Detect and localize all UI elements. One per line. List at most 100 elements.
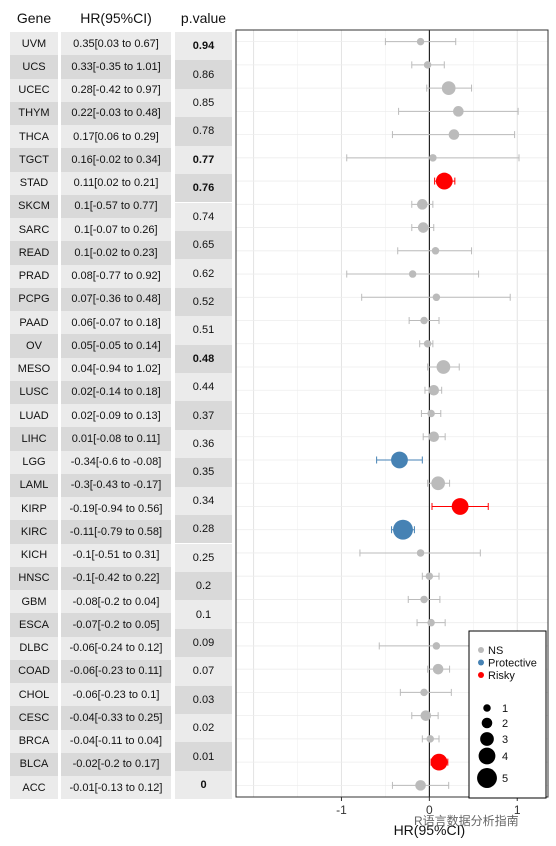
pvalue-cell: 0.86 (175, 60, 232, 89)
gene-cell: SARC (10, 218, 58, 242)
legend-color-label: NS (488, 645, 503, 657)
hr-cell: 0.02[-0.09 to 0.13] (61, 404, 171, 428)
gene-cell: OV (10, 334, 58, 358)
legend-color-label: Risky (488, 670, 515, 682)
x-axis-label: HR(95%CI) (394, 822, 466, 838)
data-point (417, 222, 429, 233)
gene-cell: UVM (10, 32, 58, 56)
pvalue-cell: 0.74 (175, 202, 232, 231)
pvalue-cell: 0.62 (175, 259, 232, 288)
gene-column: UVM UCS UCEC THYM THCA TGCT STAD SKCM SARC READ PR… (10, 32, 58, 800)
hr-cell: -0.08[-0.2 to 0.04] (61, 590, 171, 614)
gene-cell: UCEC (10, 78, 58, 102)
pvalue-cell: 0.37 (175, 401, 232, 430)
data-point (420, 595, 428, 604)
data-point (420, 688, 428, 697)
hr-cell: 0.02[-0.14 to 0.18] (61, 380, 171, 404)
data-point (432, 642, 441, 650)
hr-cell: -0.06[-0.23 to 0.1] (61, 683, 171, 707)
hr-cell: 0.22[-0.03 to 0.48] (61, 101, 171, 125)
hr-cell: -0.07[-0.2 to 0.05] (61, 613, 171, 637)
gene-cell: PCPG (10, 287, 58, 311)
gene-cell: KIRP (10, 497, 58, 521)
pvalue-cell: 0.25 (175, 543, 232, 572)
data-point (425, 572, 434, 580)
pvalue-cell: 0.02 (175, 714, 232, 743)
gene-cell: TGCT (10, 148, 58, 172)
gene-cell: LUSC (10, 380, 58, 404)
data-point (427, 409, 435, 418)
hr-cell: -0.34[-0.6 to -0.08] (61, 450, 171, 474)
hr-cell: -0.01[-0.13 to 0.12] (61, 776, 171, 800)
hr-cell: -0.11[-0.79 to 0.58] (61, 520, 171, 544)
gene-cell: PRAD (10, 264, 58, 288)
data-point (408, 270, 417, 278)
hr-cell: 0.08[-0.77 to 0.92] (61, 264, 171, 288)
pvalue-cell: 0.51 (175, 316, 232, 345)
legend-size-label: 5 (502, 773, 508, 785)
legend-size-key (478, 747, 496, 765)
data-point (415, 780, 426, 791)
hr-cell: 0.33[-0.35 to 1.01] (61, 55, 171, 79)
legend-color-key (478, 647, 484, 653)
watermark: R语言数据分析指南 (414, 814, 519, 828)
data-point (416, 549, 425, 557)
data-point (432, 663, 444, 675)
hr-cell: -0.3[-0.43 to -0.17] (61, 473, 171, 497)
x-tick-label: 0 (426, 803, 433, 817)
hr-cell: 0.07[-0.36 to 0.48] (61, 287, 171, 311)
gene-cell: HNSC (10, 566, 58, 590)
hr-cell: 0.16[-0.02 to 0.34] (61, 148, 171, 172)
legend-size-key (477, 768, 497, 788)
data-point (423, 61, 432, 69)
hr-cell: -0.19[-0.94 to 0.56] (61, 497, 171, 521)
pvalue-cell: 0.1 (175, 600, 232, 629)
pvalue-cell: 0.36 (175, 429, 232, 459)
data-point (420, 710, 432, 721)
data-point (428, 384, 440, 396)
data-point (430, 753, 448, 771)
data-point (453, 106, 464, 117)
legend-size-label: 2 (502, 718, 508, 730)
pvalue-cell: 0.52 (175, 287, 232, 317)
hr-cell: 0.04[-0.94 to 1.02] (61, 357, 171, 381)
gene-cell: LAML (10, 473, 58, 497)
data-point (431, 247, 440, 255)
hr-cell: 0.1[-0.07 to 0.26] (61, 218, 171, 242)
data-point (420, 316, 428, 325)
data-point (432, 293, 441, 302)
pvalue-cell: 0.65 (175, 230, 232, 260)
data-point (441, 81, 456, 95)
hr-column: 0.35[0.03 to 0.67] 0.33[-0.35 to 1.01] 0.2… (61, 32, 171, 800)
hr-cell: -0.1[-0.51 to 0.31] (61, 543, 171, 567)
pvalue-cell: 0 (175, 770, 232, 800)
gene-cell: BLCA (10, 752, 58, 776)
data-point (416, 37, 425, 46)
hr-cell: 0.35[0.03 to 0.67] (61, 32, 171, 56)
pvalue-cell: 0.34 (175, 486, 232, 516)
gene-cell: BRCA (10, 729, 58, 753)
data-point (429, 154, 437, 162)
gene-cell: GBM (10, 590, 58, 614)
gene-header: Gene (16, 10, 52, 26)
gene-cell: SKCM (10, 194, 58, 218)
hr-cell: -0.06[-0.24 to 0.12] (61, 636, 171, 660)
hr-header: HR(95%CI) (80, 10, 152, 26)
hr-cell: 0.01[-0.08 to 0.11] (61, 427, 171, 451)
hr-cell: 0.1[-0.57 to 0.77] (61, 194, 171, 218)
hr-cell: -0.02[-0.2 to 0.17] (61, 752, 171, 776)
data-point (427, 618, 435, 627)
legend-color-key (478, 659, 484, 666)
pvalue-column: 0.94 0.86 0.85 0.78 0.77 0.76 0.74 0.65 0.62 0.52… (175, 32, 232, 800)
x-tick-label: 1 (514, 803, 521, 817)
pvalue-header: p.value (180, 10, 227, 26)
pvalue-cell: 0.76 (175, 174, 232, 203)
gene-cell: PAAD (10, 311, 58, 335)
pvalue-cell: 0.94 (175, 32, 232, 61)
pvalue-cell: 0.35 (175, 458, 232, 487)
plot-border (235, 29, 549, 798)
data-point (423, 340, 432, 348)
data-point (451, 498, 469, 515)
pvalue-cell: 0.85 (175, 88, 232, 118)
